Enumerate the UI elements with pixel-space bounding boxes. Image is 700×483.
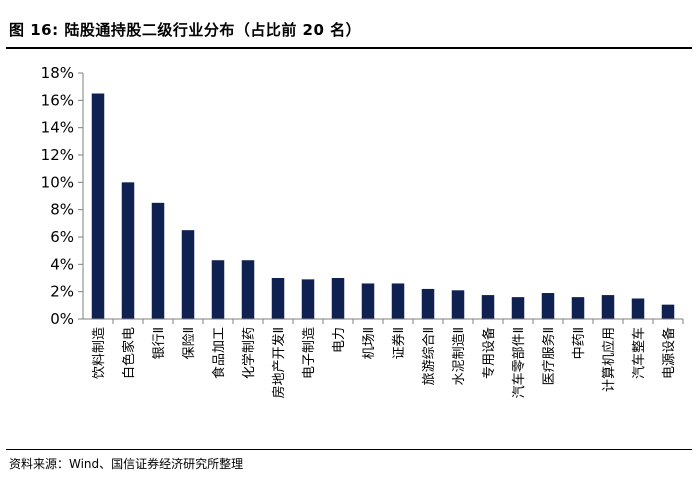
x-tick-label: 专用设备 [481,327,497,379]
bar [91,93,105,319]
x-tick-label: 汽车整车 [631,327,647,379]
chart-title: 图 16: 陆股通持股二级行业分布（占比前 20 名） [9,21,362,39]
y-tick-label: 8% [50,201,74,219]
y-tick-label: 4% [50,255,74,273]
title-rule [6,47,692,49]
bar [541,293,555,319]
x-tick-label: 电源设备 [661,327,677,379]
bar [451,290,465,319]
y-tick-label: 14% [41,119,74,137]
bar [661,304,675,319]
footer-rule [6,449,692,450]
x-tick-label: 机场Ⅱ [362,327,377,359]
y-tick-label: 18% [41,64,74,82]
bar-series [91,93,675,319]
x-tick-label: 白色家电 [121,327,137,379]
bar [361,283,375,319]
y-tick-label: 12% [41,146,74,164]
x-tick-label: 电力 [332,327,347,353]
bar [571,297,585,319]
bar [121,182,135,319]
bar [391,283,405,319]
x-tick-label: 中药Ⅱ [572,327,587,359]
bar [421,288,435,319]
x-tick-label: 计算机应用 [601,327,617,392]
x-tick-label: 房地产开发Ⅱ [271,327,287,398]
x-axis: 饮料制造 白色家电 银行Ⅱ 保险Ⅱ 食品加工 化学制药 房地产开发Ⅱ 电子制造 电力 机场Ⅱ 证券Ⅱ… [92,319,684,398]
y-tick-label: 10% [41,173,74,191]
x-tick-label: 旅游综合Ⅱ [422,327,437,385]
x-tick-label: 水泥制造Ⅱ [452,327,467,385]
source-note: 资料来源：Wind、国信证券经济研究所整理 [9,457,244,471]
y-tick-label: 0% [50,310,74,328]
x-tick-label: 银行Ⅱ [152,327,167,359]
bar [481,295,495,319]
x-tick-label: 汽车零部件Ⅱ [511,327,527,398]
x-tick-label: 化学制药 [241,327,257,379]
bar [151,202,165,319]
y-tick-label: 2% [50,283,74,301]
bar-chart: 0% 2% 4% 6% 8% 10% 12% 14% 16% 18% 饮料制造 白色家电 银行Ⅱ 保险Ⅱ… [41,64,684,398]
x-tick-label: 饮料制造 [92,327,107,379]
bar [211,260,225,319]
x-tick-label: 医疗服务Ⅱ [541,327,557,385]
y-tick-label: 6% [50,228,74,246]
bar [241,260,255,319]
y-tick-label: 16% [41,91,74,109]
bar [271,278,285,319]
bar [331,278,345,319]
y-axis: 0% 2% 4% 6% 8% 10% 12% 14% 16% 18% [41,64,83,328]
bar [511,297,525,319]
x-tick-label: 证券Ⅱ [391,327,407,359]
bar [301,279,315,319]
bar [631,298,645,319]
bar [181,230,195,319]
bar [601,295,615,319]
x-tick-label: 保险Ⅱ [182,327,197,359]
x-tick-label: 食品加工 [211,327,227,379]
x-tick-label: 电子制造 [302,327,317,379]
